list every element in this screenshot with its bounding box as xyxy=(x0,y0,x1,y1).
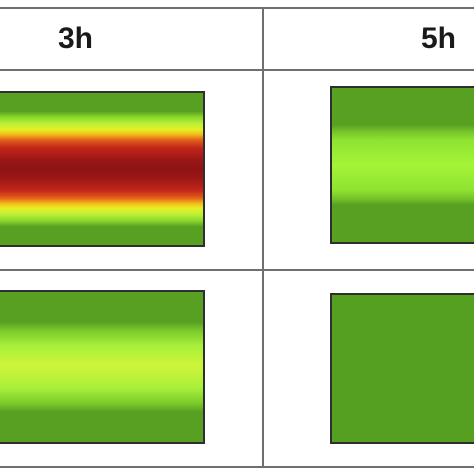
heatmap-cell-3h-row2 xyxy=(0,290,205,444)
column-header-5h: 5h xyxy=(421,22,457,55)
grid-line-top xyxy=(0,7,474,9)
heatmap-cell-5h-row2 xyxy=(330,293,474,444)
column-header-3h: 3h xyxy=(58,22,94,55)
heatmap-cell-3h-row1 xyxy=(0,91,205,247)
grid-line-middle xyxy=(0,269,474,271)
heatmap-cell-5h-row1 xyxy=(330,86,474,244)
grid-line-vertical xyxy=(262,7,264,468)
grid-line-header xyxy=(0,69,474,71)
grid-line-bottom xyxy=(0,466,474,468)
